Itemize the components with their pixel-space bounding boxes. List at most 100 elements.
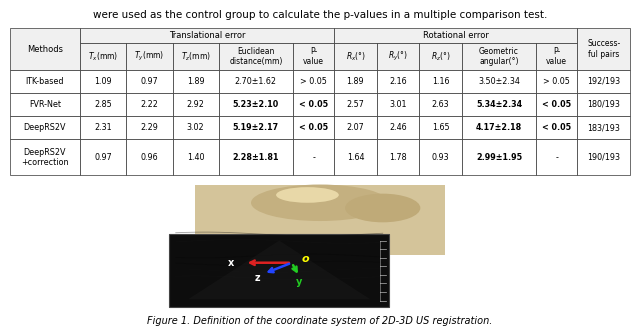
Text: $T_z$(mm): $T_z$(mm) — [180, 50, 211, 63]
Bar — [419, 116, 462, 139]
Text: Success-
ful pairs: Success- ful pairs — [588, 39, 621, 59]
Bar — [334, 116, 377, 139]
Ellipse shape — [251, 185, 389, 221]
Bar — [419, 43, 462, 70]
Text: -: - — [312, 153, 315, 162]
Text: 180/193: 180/193 — [588, 100, 620, 109]
Text: 1.78: 1.78 — [389, 153, 407, 162]
Bar — [10, 28, 81, 70]
Text: 190/193: 190/193 — [588, 153, 620, 162]
Bar — [419, 139, 462, 176]
Text: 5.34±2.34: 5.34±2.34 — [476, 100, 522, 109]
Bar — [577, 93, 630, 116]
Bar — [81, 70, 127, 93]
Bar — [377, 70, 419, 93]
Text: Geometric
angular(°): Geometric angular(°) — [479, 47, 519, 66]
Text: 2.99±1.95: 2.99±1.95 — [476, 153, 522, 162]
Bar — [334, 70, 377, 93]
Bar — [536, 139, 577, 176]
Text: 2.31: 2.31 — [95, 123, 112, 132]
Bar — [293, 43, 334, 70]
Bar — [577, 139, 630, 176]
Bar — [81, 43, 127, 70]
Bar — [462, 43, 536, 70]
Text: 2.28±1.81: 2.28±1.81 — [232, 153, 279, 162]
Bar — [577, 116, 630, 139]
Text: $T_y$(mm): $T_y$(mm) — [134, 50, 164, 63]
Text: Euclidean
distance(mm): Euclidean distance(mm) — [229, 47, 282, 66]
Bar — [462, 139, 536, 176]
Text: 0.96: 0.96 — [141, 153, 158, 162]
Text: < 0.05: < 0.05 — [542, 100, 572, 109]
Bar — [219, 43, 293, 70]
Bar — [219, 70, 293, 93]
Text: 2.57: 2.57 — [346, 100, 364, 109]
Text: 1.16: 1.16 — [432, 77, 449, 86]
Text: ITK-based: ITK-based — [26, 77, 64, 86]
Bar — [173, 93, 219, 116]
Text: 1.65: 1.65 — [432, 123, 449, 132]
Text: y: y — [296, 277, 303, 287]
Text: P-
value: P- value — [547, 47, 567, 66]
Bar — [377, 93, 419, 116]
Bar — [81, 28, 334, 43]
Bar — [577, 28, 630, 70]
Text: > 0.05: > 0.05 — [300, 77, 327, 86]
Text: Translational error: Translational error — [169, 31, 246, 40]
Text: -: - — [556, 153, 558, 162]
Text: 2.07: 2.07 — [347, 123, 364, 132]
Bar — [577, 70, 630, 93]
Bar — [419, 70, 462, 93]
Bar — [195, 185, 445, 255]
Text: 1.64: 1.64 — [347, 153, 364, 162]
Bar — [219, 93, 293, 116]
Text: 0.93: 0.93 — [432, 153, 449, 162]
Bar — [462, 93, 536, 116]
Bar — [377, 116, 419, 139]
Bar — [219, 139, 293, 176]
Text: 2.46: 2.46 — [389, 123, 407, 132]
Text: 2.16: 2.16 — [389, 77, 407, 86]
Text: 2.85: 2.85 — [95, 100, 113, 109]
Bar — [377, 139, 419, 176]
Bar — [219, 116, 293, 139]
Bar — [462, 70, 536, 93]
Text: 1.89: 1.89 — [347, 77, 364, 86]
Bar — [10, 70, 81, 93]
Text: Rotational error: Rotational error — [423, 31, 489, 40]
Bar — [293, 70, 334, 93]
Bar — [536, 93, 577, 116]
Text: 0.97: 0.97 — [141, 77, 159, 86]
Bar — [536, 70, 577, 93]
Text: 5.19±2.17: 5.19±2.17 — [233, 123, 279, 132]
Ellipse shape — [345, 194, 420, 222]
Bar — [293, 139, 334, 176]
Bar — [536, 116, 577, 139]
Text: z: z — [255, 273, 260, 283]
Text: 2.70±1.62: 2.70±1.62 — [235, 77, 277, 86]
Text: < 0.05: < 0.05 — [299, 100, 328, 109]
Text: $R_x$(°): $R_x$(°) — [346, 50, 365, 63]
Text: 3.50±2.34: 3.50±2.34 — [478, 77, 520, 86]
Bar — [462, 116, 536, 139]
Bar — [127, 70, 173, 93]
Text: 2.92: 2.92 — [187, 100, 205, 109]
Bar — [127, 93, 173, 116]
Bar — [81, 139, 127, 176]
Bar — [127, 139, 173, 176]
Text: DeepRS2V
+correction: DeepRS2V +correction — [21, 147, 68, 167]
Text: 2.29: 2.29 — [141, 123, 159, 132]
Text: 4.17±2.18: 4.17±2.18 — [476, 123, 522, 132]
Bar — [293, 93, 334, 116]
Bar — [293, 116, 334, 139]
Text: DeepRS2V: DeepRS2V — [24, 123, 66, 132]
Bar — [10, 116, 81, 139]
Text: $R_y$(°): $R_y$(°) — [388, 50, 408, 63]
Text: < 0.05: < 0.05 — [542, 123, 572, 132]
Text: Figure 1. Definition of the coordinate system of 2D-3D US registration.: Figure 1. Definition of the coordinate s… — [147, 316, 493, 326]
Text: 3.01: 3.01 — [389, 100, 407, 109]
Text: 3.02: 3.02 — [187, 123, 204, 132]
Text: were used as the control group to calculate the p-values in a multiple compariso: were used as the control group to calcul… — [93, 10, 547, 20]
Text: > 0.05: > 0.05 — [543, 77, 570, 86]
Bar — [127, 43, 173, 70]
